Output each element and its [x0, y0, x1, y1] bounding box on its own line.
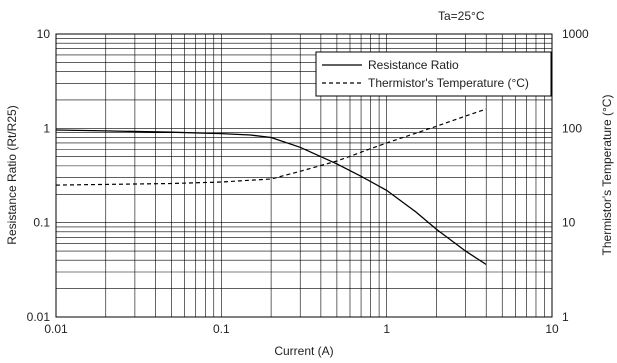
series-line-thermistor-temperature	[55, 108, 487, 186]
left-y-axis-ticks: 0.01 0.1 1 10	[27, 27, 51, 324]
x-tick-label: 0.1	[213, 322, 230, 336]
right-y-tick-label: 1000	[562, 27, 589, 41]
left-y-tick-label: 1	[43, 121, 50, 135]
legend-label-resistance-ratio: Resistance Ratio	[368, 58, 459, 72]
legend: Resistance Ratio Thermistor's Temperatur…	[315, 51, 552, 97]
right-y-axis-label: Thermistor's Temperature (°C)	[600, 95, 614, 256]
left-y-tick-label: 0.01	[27, 310, 51, 324]
legend-label-thermistor-temperature: Thermistor's Temperature (°C)	[368, 76, 529, 90]
right-y-tick-label: 10	[562, 216, 576, 230]
x-tick-label: 0.01	[44, 322, 68, 336]
left-y-tick-label: 0.1	[33, 216, 50, 230]
plot-frame	[55, 33, 553, 318]
right-y-tick-label: 1	[562, 310, 569, 324]
right-y-tick-label: 100	[562, 121, 582, 135]
ambient-temperature-annotation: Ta=25°C	[438, 9, 485, 23]
series-group	[55, 108, 487, 266]
series-line-resistance-ratio	[55, 129, 487, 266]
legend-box	[315, 51, 552, 97]
x-axis-ticks: 0.01 0.1 1 10	[44, 322, 559, 336]
x-axis-label: Current (A)	[274, 344, 333, 358]
left-y-tick-label: 10	[37, 27, 51, 41]
left-y-axis-label: Resistance Ratio (Rt/R25)	[5, 105, 19, 244]
right-y-axis-ticks: 1 10 100 1000	[562, 27, 589, 324]
x-tick-label: 10	[545, 322, 559, 336]
x-tick-label: 1	[383, 322, 390, 336]
